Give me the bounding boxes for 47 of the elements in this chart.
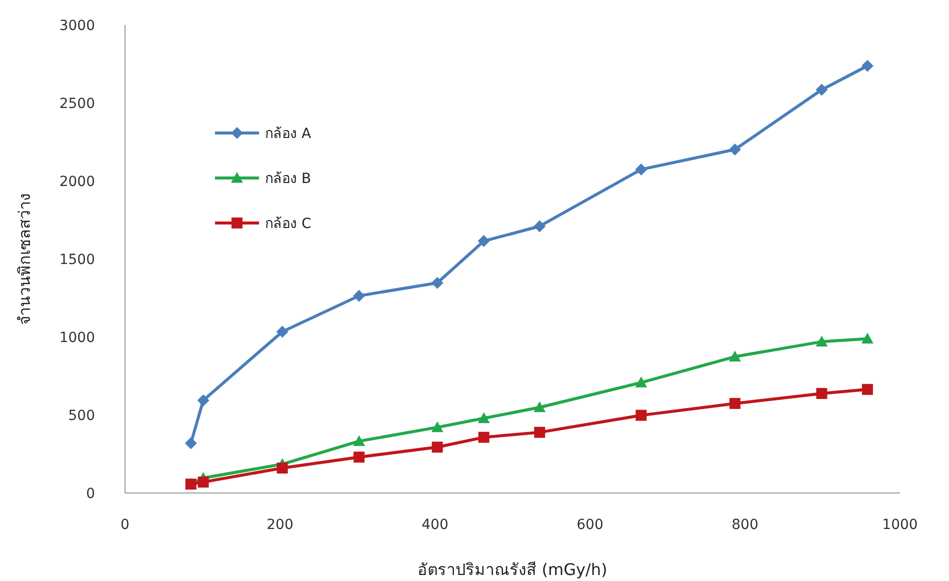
point [478,432,490,443]
point [276,462,288,474]
point [353,290,366,302]
point [729,398,740,409]
point [534,220,546,232]
x-tick-label: 0 [120,517,130,533]
point [184,437,197,450]
point [431,421,444,432]
point [861,60,874,72]
legend-label: กล้อง B [265,171,312,187]
point [816,84,828,96]
point [728,350,741,362]
y-tick-label: 500 [68,408,95,424]
y-tick-label: 2000 [59,174,95,190]
point [198,476,209,488]
point [534,426,546,438]
point [816,388,828,399]
point [816,336,828,346]
point [635,376,648,388]
y-tick-label: 0 [86,486,95,502]
point [478,412,490,424]
point [534,401,546,412]
point [432,442,443,453]
point [276,326,288,338]
x-tick-label: 200 [266,517,294,533]
point [431,276,444,289]
x-tick-label: 600 [576,517,604,533]
legend-label: กล้อง A [265,126,312,142]
y-tick-label: 2500 [59,96,95,112]
y-tick-label: 1000 [59,330,95,346]
x-tick-label: 1000 [882,517,918,533]
legend-label: กล้อง C [265,216,312,232]
point [636,410,647,421]
point [862,384,873,395]
point [635,163,648,176]
point [354,452,365,463]
point [478,235,490,248]
y-tick-label: 1500 [59,252,95,268]
point [197,394,210,406]
point [728,143,741,156]
y-tick-label: 3000 [59,18,95,34]
x-tick-label: 400 [422,517,448,533]
x-tick-label: 800 [732,517,758,533]
point [353,435,366,446]
point [861,332,874,344]
y-axis-title: จำนวนพิกเซลสว่าง [15,193,34,325]
x-axis-title: อัตราปริมาณรังสี (mGy/h) [418,560,608,579]
